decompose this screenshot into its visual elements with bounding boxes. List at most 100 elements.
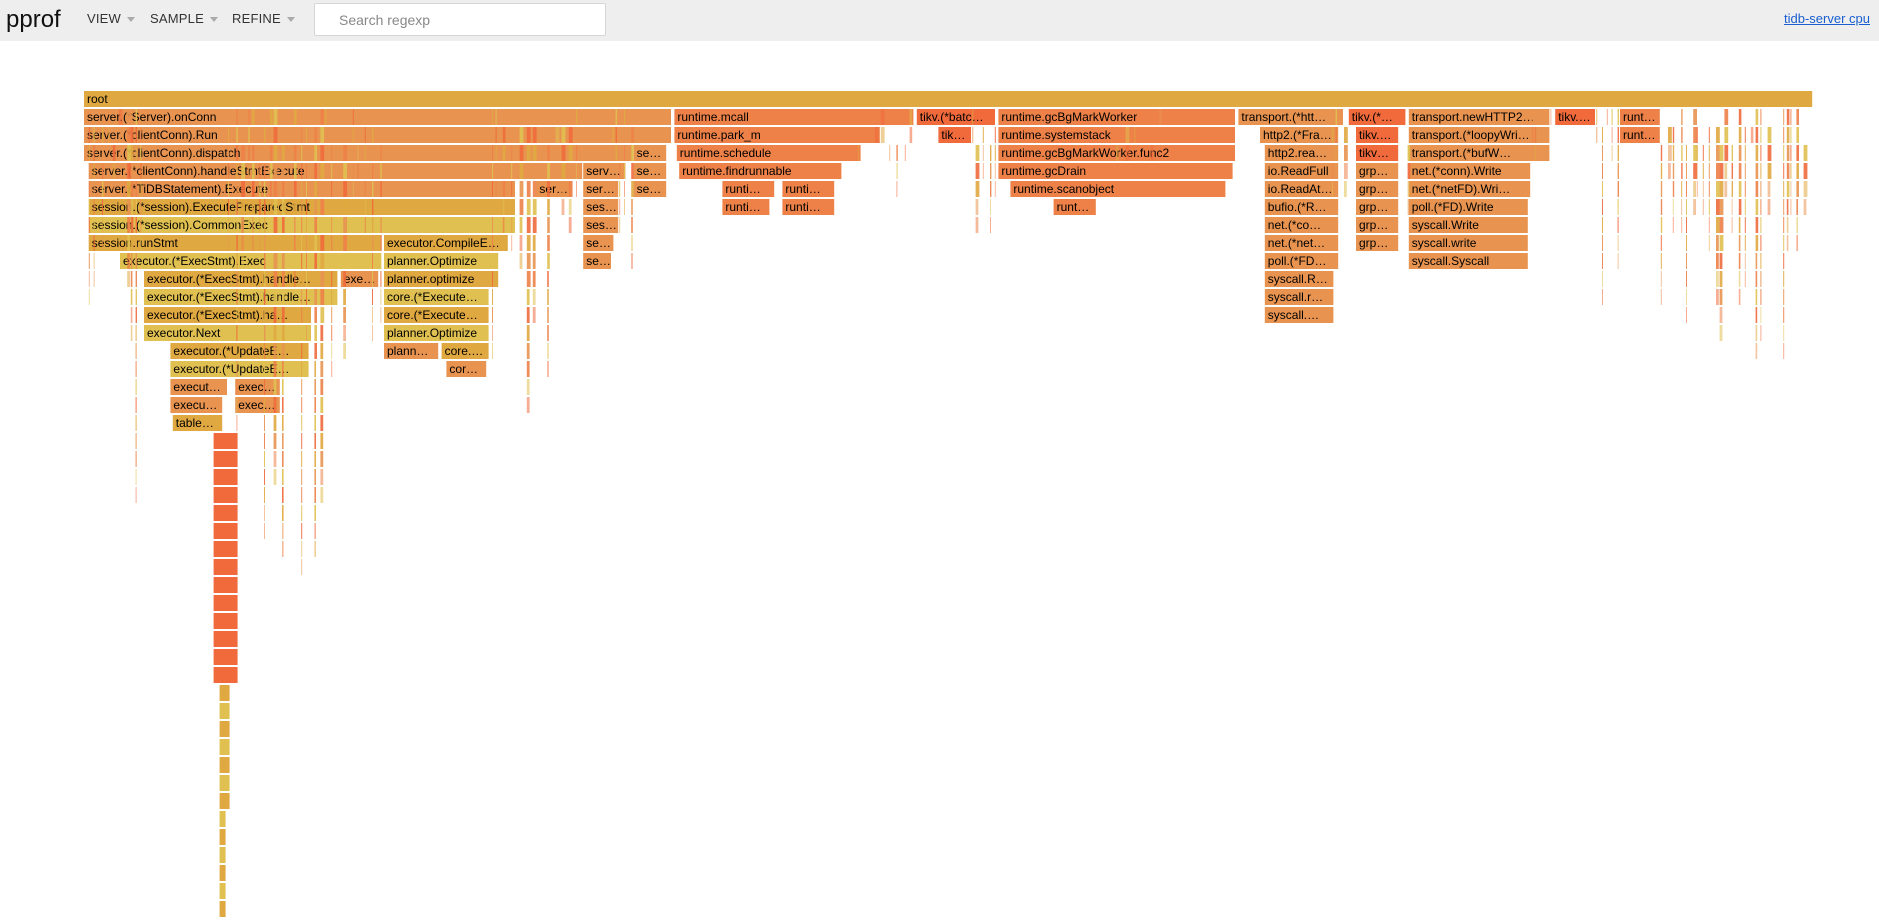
flame-frame-narrow[interactable] <box>1760 145 1762 161</box>
flame-frame[interactable]: runt… <box>1620 127 1660 143</box>
flame-frame-narrow[interactable] <box>294 217 296 233</box>
flame-frame-narrow[interactable] <box>273 271 278 287</box>
flame-frame[interactable]: se… <box>633 181 667 197</box>
flame-frame-narrow[interactable] <box>568 181 573 197</box>
flame-frame-narrow[interactable] <box>1783 109 1785 125</box>
flame-frame-narrow[interactable] <box>252 163 255 179</box>
flame-frame-narrow[interactable] <box>135 307 137 323</box>
flame-frame-narrow[interactable] <box>314 199 317 215</box>
flame-frame-narrow[interactable] <box>519 127 524 143</box>
flame-frame-narrow[interactable] <box>306 307 307 323</box>
flame-frame-narrow[interactable] <box>294 145 297 161</box>
flame-frame-narrow[interactable] <box>314 487 316 503</box>
flame-frame-narrow[interactable] <box>343 145 347 161</box>
flame-frame-narrow[interactable] <box>264 505 265 521</box>
flame-frame-narrow[interactable] <box>547 217 550 233</box>
flame-frame[interactable]: runti… <box>782 181 835 197</box>
flame-frame-narrow[interactable] <box>273 199 278 215</box>
flame-frame-narrow[interactable] <box>495 109 497 125</box>
flame-frame-narrow[interactable] <box>331 253 333 269</box>
flame-frame-narrow[interactable] <box>248 127 250 143</box>
flame-frame-narrow[interactable] <box>547 307 549 323</box>
flame-frame-narrow[interactable] <box>228 145 229 161</box>
flame-frame-narrow[interactable] <box>343 253 346 269</box>
flame-frame-narrow[interactable] <box>301 469 303 485</box>
flame-frame-narrow[interactable] <box>1796 109 1799 125</box>
flame-frame-narrow[interactable] <box>1344 181 1347 197</box>
flame-frame-narrow[interactable] <box>282 397 284 413</box>
flame-frame-narrow[interactable] <box>264 361 265 377</box>
flame-frame-narrow[interactable] <box>282 325 285 341</box>
flame-frame-narrow[interactable] <box>1760 325 1762 341</box>
flame-frame-narrow[interactable] <box>1617 145 1619 161</box>
flame-frame-narrow[interactable] <box>236 397 238 413</box>
flame-frame[interactable]: syscall.Write <box>1408 217 1528 233</box>
flame-frame-narrow[interactable] <box>1786 127 1790 143</box>
flame-frame-narrow[interactable] <box>364 199 366 215</box>
flame-frame-narrow[interactable] <box>270 163 273 179</box>
flame-frame-narrow[interactable] <box>1116 145 1119 161</box>
flame-frame-narrow[interactable] <box>102 235 103 251</box>
flame-frame-narrow[interactable] <box>1767 145 1772 161</box>
flame-frame-narrow[interactable] <box>1755 235 1759 251</box>
flame-frame-narrow[interactable] <box>547 289 549 305</box>
flame-frame-narrow[interactable] <box>331 307 333 323</box>
flame-frame-narrow[interactable] <box>135 253 137 269</box>
flame-frame-narrow[interactable] <box>1760 109 1762 125</box>
flame-frame-narrow[interactable] <box>314 217 317 233</box>
flame-frame[interactable]: core.(*Execute… <box>384 289 489 305</box>
flame-frame-narrow[interactable] <box>1783 145 1785 161</box>
flame-frame-narrow[interactable] <box>372 181 374 197</box>
flame-frame-narrow[interactable] <box>1790 145 1792 161</box>
flame-frame-narrow[interactable] <box>140 181 142 197</box>
flame-frame-narrow[interactable] <box>1668 163 1671 179</box>
flame-frame-narrow[interactable] <box>228 235 229 251</box>
flame-frame-narrow[interactable] <box>320 451 324 467</box>
flame-frame-narrow[interactable] <box>282 217 285 233</box>
flame-frame-narrow[interactable] <box>273 469 277 485</box>
flame-frame-narrow[interactable] <box>1696 163 1698 179</box>
flame-frame-narrow[interactable] <box>264 523 265 539</box>
flame-frame-narrow[interactable] <box>352 109 354 125</box>
flame-frame-narrow[interactable] <box>1731 217 1733 233</box>
flame-frame-deep[interactable] <box>213 487 238 503</box>
flame-frame-narrow[interactable] <box>1596 109 1598 125</box>
flame-frame-narrow[interactable] <box>236 289 238 305</box>
flame-frame-narrow[interactable] <box>264 199 266 215</box>
flame-frame[interactable]: ses… <box>583 217 619 233</box>
flame-frame-narrow[interactable] <box>547 325 549 341</box>
flame-frame-narrow[interactable] <box>314 361 316 377</box>
flame-frame-narrow[interactable] <box>619 163 621 179</box>
flame-frame-narrow[interactable] <box>1744 217 1746 233</box>
flame-frame-narrow[interactable] <box>1760 163 1762 179</box>
flame-frame-narrow[interactable] <box>511 145 513 161</box>
flame-frame-narrow[interactable] <box>526 127 531 143</box>
flame-frame-narrow[interactable] <box>1760 307 1762 323</box>
flame-frame[interactable]: tikv.… <box>1356 127 1399 143</box>
flame-frame-narrow[interactable] <box>1786 109 1790 125</box>
flame-frame-narrow[interactable] <box>301 451 303 467</box>
flame-frame[interactable]: root <box>84 91 1813 107</box>
flame-frame-narrow[interactable] <box>273 433 277 449</box>
flame-frame-narrow[interactable] <box>135 145 137 161</box>
flame-frame-narrow[interactable] <box>241 145 245 161</box>
flame-frame[interactable]: exec… <box>235 397 280 413</box>
flame-frame-narrow[interactable] <box>314 541 316 557</box>
flame-frame-narrow[interactable] <box>1786 217 1789 233</box>
flame-frame-narrow[interactable] <box>127 109 131 125</box>
flame-frame-narrow[interactable] <box>127 199 131 215</box>
flame-frame-narrow[interactable] <box>93 271 95 287</box>
flame-frame-narrow[interactable] <box>320 235 325 251</box>
flame-frame-narrow[interactable] <box>294 163 297 179</box>
flame-frame-narrow[interactable] <box>1134 127 1136 143</box>
flame-frame-deep[interactable] <box>213 541 238 557</box>
flame-frame-narrow[interactable] <box>259 163 261 179</box>
flame-frame[interactable]: grp… <box>1356 217 1399 233</box>
flame-frame-narrow[interactable] <box>282 343 285 359</box>
flame-frame-narrow[interactable] <box>282 523 284 539</box>
flame-frame-narrow[interactable] <box>130 199 134 215</box>
flame-frame-narrow[interactable] <box>1724 145 1729 161</box>
flame-frame-narrow[interactable] <box>519 163 524 179</box>
flame-frame-narrow[interactable] <box>324 127 327 143</box>
flame-frame[interactable]: se… <box>583 253 611 269</box>
